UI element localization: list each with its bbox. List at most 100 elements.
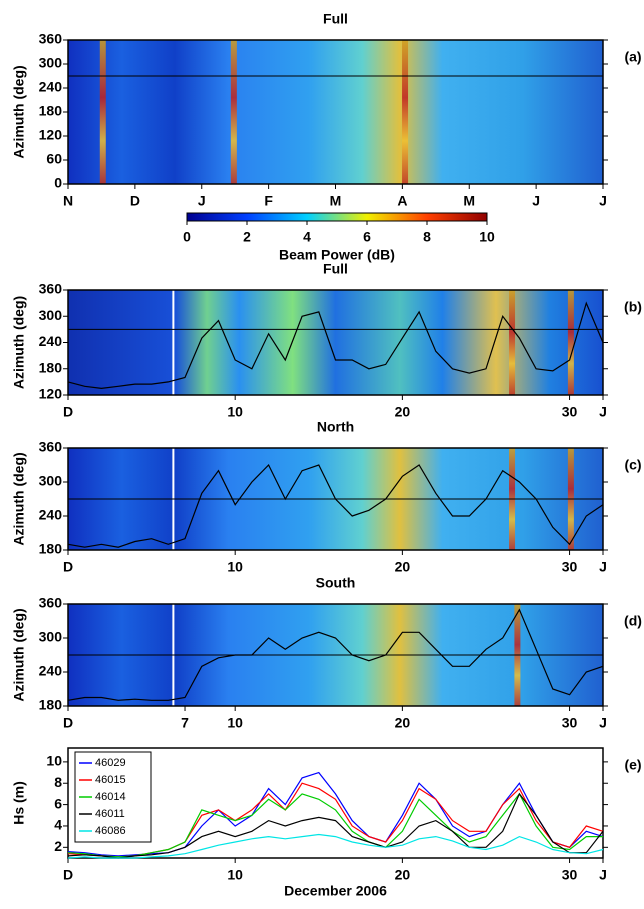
colorbar-tick-label: 6 — [363, 229, 371, 245]
x-tick-label: N — [63, 193, 73, 209]
x-tick-label: 10 — [227, 715, 243, 731]
x-tick-label: J — [599, 404, 607, 420]
y-tick-label: 180 — [39, 541, 63, 557]
y-tick-label: 360 — [39, 281, 63, 297]
panel-title: Full — [323, 261, 348, 277]
x-tick-label: 20 — [395, 715, 411, 731]
y-tick-label: 6 — [54, 795, 62, 811]
x-tick-label: D — [130, 193, 140, 209]
x-tick-label: 20 — [395, 867, 411, 883]
x-tick-label: 7 — [181, 715, 189, 731]
azimuth-line — [67, 608, 604, 701]
azimuth-line — [67, 463, 604, 548]
colorbar-label: Beam Power (dB) — [279, 247, 395, 263]
heatmap-background — [68, 290, 603, 395]
heatmap-stripe — [230, 40, 237, 184]
colorbar-tick-label: 2 — [243, 229, 251, 245]
x-tick-label: 30 — [562, 559, 578, 575]
y-tick-label: 8 — [54, 774, 62, 790]
hs-line — [67, 792, 604, 859]
y-tick-label: 4 — [54, 817, 62, 833]
y-tick-label: 180 — [39, 103, 63, 119]
x-tick-label: J — [599, 715, 607, 731]
y-axis-label: Azimuth (deg) — [11, 296, 27, 389]
y-tick-label: 360 — [39, 439, 63, 455]
y-tick-label: 360 — [39, 31, 63, 47]
x-tick-label: J — [599, 193, 607, 209]
panel-label: (e) — [624, 757, 641, 773]
legend-label: 46086 — [95, 825, 126, 837]
y-tick-label: 300 — [39, 629, 63, 645]
heatmap-stripe — [509, 290, 516, 395]
x-axis-label: December 2006 — [284, 883, 387, 899]
x-tick-label: 10 — [227, 559, 243, 575]
x-tick-label: 30 — [562, 404, 578, 420]
colorbar-tick-label: 8 — [423, 229, 431, 245]
y-tick-label: 240 — [39, 333, 63, 349]
y-tick-label: 120 — [39, 386, 63, 402]
colorbar-tick-label: 4 — [303, 229, 311, 245]
x-tick-label: D — [63, 559, 73, 575]
y-axis-label: Hs (m) — [11, 781, 27, 825]
legend-label: 46029 — [95, 757, 126, 769]
y-tick-label: 2 — [54, 838, 62, 854]
x-tick-label: 10 — [227, 867, 243, 883]
x-tick-label: 20 — [395, 559, 411, 575]
hs-line — [67, 771, 604, 857]
panel-title: North — [317, 419, 354, 435]
legend-label: 46014 — [95, 791, 126, 803]
y-tick-label: 60 — [46, 151, 62, 167]
legend-label: 46011 — [95, 808, 125, 820]
x-tick-label: M — [330, 193, 342, 209]
legend-label: 46015 — [95, 774, 126, 786]
x-tick-label: J — [599, 559, 607, 575]
y-axis-label: Azimuth (deg) — [11, 608, 27, 701]
panel-label: (d) — [624, 613, 642, 629]
y-tick-label: 300 — [39, 55, 63, 71]
hs-line — [67, 833, 604, 859]
x-tick-label: J — [532, 193, 540, 209]
y-tick-label: 240 — [39, 507, 63, 523]
panel-label: (a) — [624, 49, 641, 65]
x-tick-label: 10 — [227, 404, 243, 420]
colorbar-tick-label: 0 — [183, 229, 191, 245]
y-axis-label: Azimuth (deg) — [11, 65, 27, 158]
colorbar-tick-label: 10 — [479, 229, 495, 245]
y-tick-label: 300 — [39, 307, 63, 323]
x-tick-label: A — [397, 193, 407, 209]
panel-label: (c) — [624, 457, 641, 473]
y-tick-label: 120 — [39, 127, 63, 143]
heatmap-stripe — [567, 290, 574, 395]
x-tick-label: J — [599, 867, 607, 883]
azimuth-line — [67, 301, 604, 390]
y-tick-label: 240 — [39, 79, 63, 95]
colorbar — [186, 212, 488, 222]
x-tick-label: D — [63, 715, 73, 731]
panel-label: (b) — [624, 299, 642, 315]
y-tick-label: 240 — [39, 663, 63, 679]
heatmap-background — [68, 40, 603, 184]
x-tick-label: D — [63, 404, 73, 420]
y-tick-label: 180 — [39, 359, 63, 375]
heatmap-stripe — [402, 40, 409, 184]
y-tick-label: 360 — [39, 595, 63, 611]
x-tick-label: J — [198, 193, 206, 209]
x-tick-label: D — [63, 867, 73, 883]
y-axis-label: Azimuth (deg) — [11, 452, 27, 545]
x-tick-label: M — [463, 193, 475, 209]
y-tick-label: 180 — [39, 697, 63, 713]
y-tick-label: 10 — [46, 753, 62, 769]
panel-title: South — [316, 575, 356, 591]
y-tick-label: 0 — [54, 175, 62, 191]
x-tick-label: 20 — [395, 404, 411, 420]
x-tick-label: 30 — [562, 715, 578, 731]
x-tick-label: F — [264, 193, 273, 209]
hs-line — [67, 792, 603, 858]
plot-frame — [67, 747, 604, 859]
x-tick-label: 30 — [562, 867, 578, 883]
panel-title: Full — [323, 11, 348, 27]
y-tick-label: 300 — [39, 473, 63, 489]
heatmap-stripe — [99, 40, 106, 184]
